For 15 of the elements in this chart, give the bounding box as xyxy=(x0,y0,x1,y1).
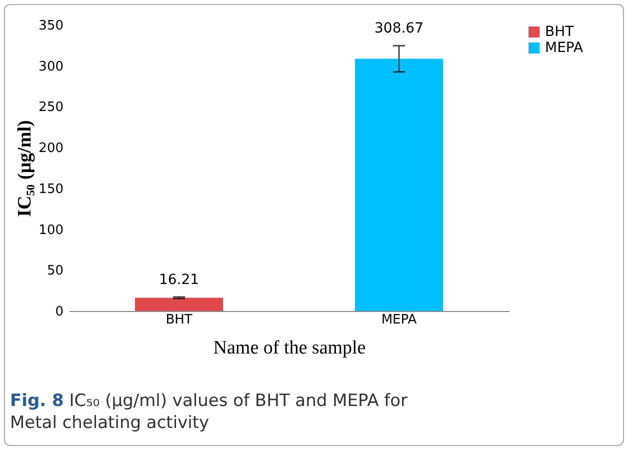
data-label: 16.21 xyxy=(158,272,200,288)
legend-label: MEPA xyxy=(545,40,584,56)
y-axis-title: IC₅₀ (µg/ml) xyxy=(14,120,36,217)
y-tick-label: 50 xyxy=(46,264,64,279)
y-tick-label: 350 xyxy=(38,18,64,34)
caption: Fig. 8 IC₅₀ (µg/ml) values of BHT and MEPA for Metal chelating activity xyxy=(10,391,408,434)
y-tick-label: 250 xyxy=(38,100,64,116)
x-axis-title: Name of the sample xyxy=(213,338,366,358)
y-tick-label: 300 xyxy=(38,59,64,74)
legend-label: BHT xyxy=(545,24,574,40)
data-label: 308.67 xyxy=(374,20,424,37)
y-tick-label: 0 xyxy=(55,304,64,320)
y-tick-label: 200 xyxy=(38,141,64,156)
y-tick-label: 100 xyxy=(38,222,64,238)
y-tick-label: 150 xyxy=(38,182,64,197)
